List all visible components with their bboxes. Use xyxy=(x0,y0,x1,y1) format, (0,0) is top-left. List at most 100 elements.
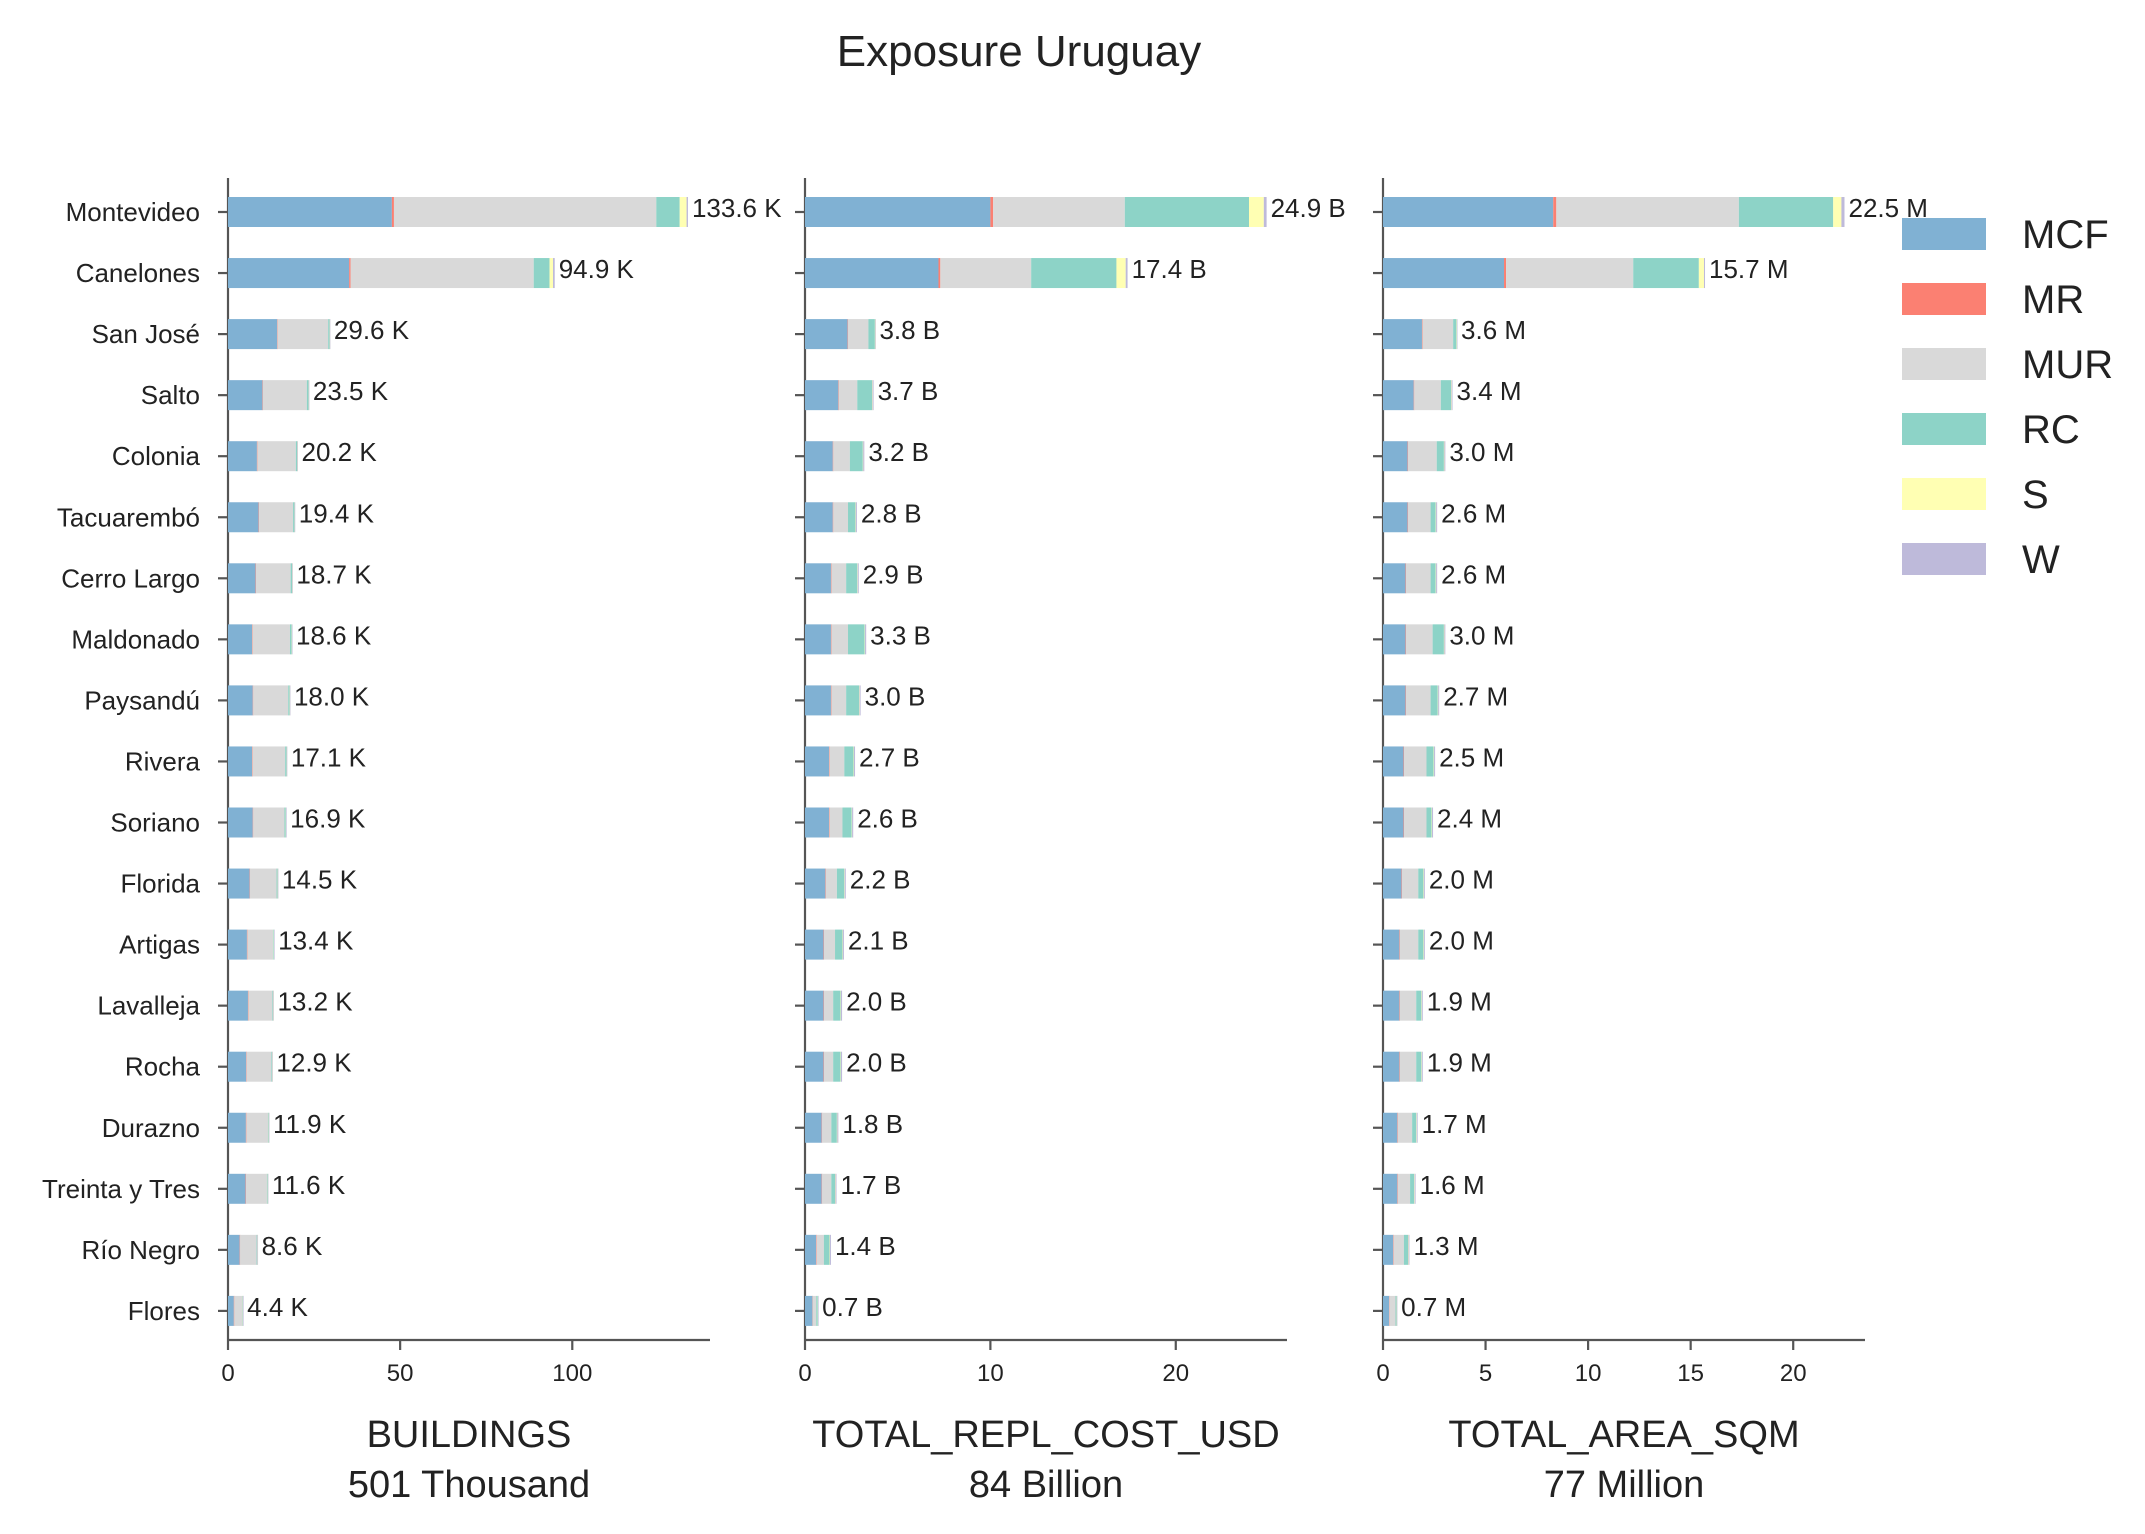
bar-segment-w xyxy=(857,563,859,594)
bar-segment-mr xyxy=(252,685,254,716)
bar-segment-mcf xyxy=(228,1234,240,1265)
bar-segment-mur xyxy=(816,1234,824,1265)
bar-segment-s xyxy=(1437,685,1439,716)
bar-segment-rc xyxy=(1031,258,1117,289)
bar-segment-mcf xyxy=(1383,258,1505,289)
bar-segment-s xyxy=(549,258,554,289)
bar-segment-s xyxy=(859,685,860,716)
category-label: Florida xyxy=(121,869,201,899)
bar-segment-s xyxy=(1451,380,1452,411)
bar-segment-mr xyxy=(821,1173,823,1204)
bar-segment-mr xyxy=(252,624,253,655)
bar-segment-w xyxy=(292,563,293,594)
category-label: Canelones xyxy=(76,258,200,288)
bar-segment-mr xyxy=(1401,868,1403,899)
bar-segment-w xyxy=(852,807,854,838)
bar-segment-mr xyxy=(1399,929,1401,960)
bar-segment-rc xyxy=(285,746,287,777)
bar-segment-w xyxy=(842,929,844,960)
bar-segment-mur xyxy=(822,1112,832,1143)
bar-segment-w xyxy=(1423,929,1425,960)
category-label: Paysandú xyxy=(84,685,200,715)
category-label: Treinta y Tres xyxy=(42,1174,200,1204)
bar-segment-s xyxy=(1116,258,1126,289)
bar-value-label: 2.2 B xyxy=(850,865,911,895)
bar-segment-s xyxy=(1433,746,1435,777)
bar-segment-rc xyxy=(273,929,274,960)
bar-segment-mr xyxy=(249,868,251,899)
bar-segment-mcf xyxy=(1383,1234,1394,1265)
bar-segment-s xyxy=(1435,502,1437,533)
bar-segment-mur xyxy=(993,197,1125,227)
bar-segment-mr xyxy=(277,319,278,350)
bar-segment-rc xyxy=(844,746,854,777)
bar-segment-s xyxy=(1408,1234,1409,1265)
bar-segment-rc xyxy=(242,1295,244,1326)
bar-value-label: 3.0 B xyxy=(865,681,926,711)
bar-value-label: 1.8 B xyxy=(842,1109,903,1139)
bar-segment-mcf xyxy=(228,197,392,227)
bar-segment-w xyxy=(257,1234,259,1265)
bar-segment-rc xyxy=(533,258,550,289)
bar-segment-w xyxy=(686,197,688,227)
bar-segment-mur xyxy=(245,1173,267,1204)
bar-segment-w xyxy=(872,380,874,411)
bar-segment-mr xyxy=(1403,746,1405,777)
bar-segment-w xyxy=(844,868,846,899)
bar-segment-mcf xyxy=(228,380,263,411)
bar-segment-s xyxy=(1423,868,1425,899)
bar-segment-rc xyxy=(1633,258,1699,289)
bar-segment-mcf xyxy=(1383,807,1404,838)
bar-segment-mur xyxy=(1556,197,1739,227)
bar-segment-rc xyxy=(1412,1112,1417,1143)
bar-segment-mr xyxy=(262,380,264,411)
bar-segment-rc xyxy=(1440,380,1452,411)
bar-segment-mur xyxy=(829,807,843,838)
bar-segment-mur xyxy=(277,319,329,350)
bar-value-label: 11.9 K xyxy=(273,1109,347,1139)
category-label: Maldonado xyxy=(71,624,200,654)
bar-segment-w xyxy=(286,746,288,777)
bar-segment-w xyxy=(1421,990,1423,1021)
bar-value-label: 94.9 K xyxy=(559,254,635,284)
bar-segment-mcf xyxy=(228,807,253,838)
bar-segment-mcf xyxy=(1383,563,1406,594)
bar-segment-mr xyxy=(1399,990,1401,1021)
legend: MCF MR MUR RC SW xyxy=(1902,213,2113,582)
legend-label-rc: RC xyxy=(2022,408,2080,452)
bar-value-label: 19.4 K xyxy=(299,498,375,528)
bar-segment-rc xyxy=(846,685,860,716)
bar-segment-mr xyxy=(838,380,839,411)
bar-segment-w xyxy=(273,929,275,960)
legend-label-mur: MUR xyxy=(2022,343,2113,387)
bar-segment-mcf xyxy=(1383,380,1414,411)
bar-segment-mr xyxy=(823,1051,825,1082)
bar-segment-mcf xyxy=(805,746,830,777)
bar-segment-mur xyxy=(1399,1051,1417,1082)
x-tick-label: 20 xyxy=(1780,1360,1807,1387)
bar-segment-w xyxy=(817,1295,819,1326)
category-label: Río Negro xyxy=(82,1235,201,1265)
legend-label-s: S xyxy=(2022,473,2049,517)
bar-segment-w xyxy=(267,1173,269,1204)
bar-value-label: 13.4 K xyxy=(278,926,354,956)
bar-segment-mur xyxy=(1403,807,1427,838)
bar-value-label: 2.0 M xyxy=(1429,865,1494,895)
bar-segment-mcf xyxy=(805,441,833,472)
bar-segment-mur xyxy=(1389,1295,1396,1326)
bar-segment-mcf xyxy=(805,807,830,838)
bar-segment-mur xyxy=(1405,563,1431,594)
bar-value-label: 3.4 M xyxy=(1457,376,1522,406)
bar-segment-s xyxy=(1416,1112,1417,1143)
bar-segment-mcf xyxy=(1383,441,1408,472)
bar-segment-w xyxy=(1416,1112,1418,1143)
bar-segment-mur xyxy=(833,502,849,533)
bar-value-label: 1.9 M xyxy=(1427,987,1492,1017)
bar-segment-mr xyxy=(1397,1173,1398,1204)
bar-segment-w xyxy=(1423,868,1425,899)
bar-segment-mcf xyxy=(228,624,253,655)
bar-segment-rc xyxy=(846,563,858,594)
bar-segment-mcf xyxy=(805,1051,824,1082)
bar-value-label: 2.9 B xyxy=(863,559,924,589)
bar-segment-mr xyxy=(1393,1234,1394,1265)
